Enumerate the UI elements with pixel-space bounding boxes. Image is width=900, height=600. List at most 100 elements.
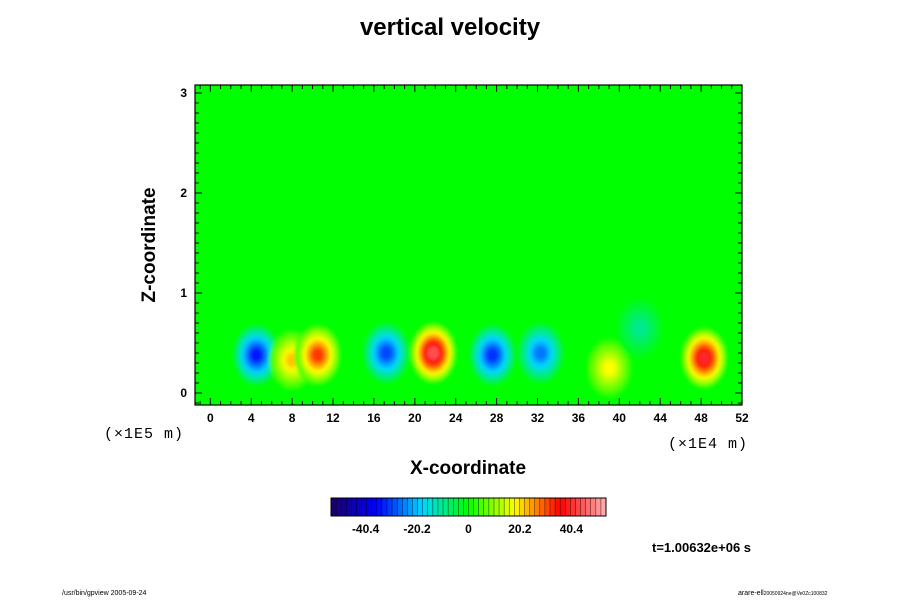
x-tick-label: 16 <box>367 411 381 425</box>
colorbar-swatch <box>509 498 515 516</box>
x-tick-label: 28 <box>490 411 504 425</box>
heatmap-cell <box>311 348 324 362</box>
time-label: t=1.00632e+06 s <box>652 540 752 555</box>
x-tick-label: 40 <box>613 411 627 425</box>
heatmap-cell <box>603 361 615 375</box>
heatmap-field <box>195 85 742 405</box>
colorbar-swatch <box>504 498 510 516</box>
x-tick-label: 12 <box>326 411 340 425</box>
colorbar-swatch <box>514 498 520 516</box>
colorbar-swatch <box>544 498 551 516</box>
colorbar-swatch <box>473 498 479 516</box>
colorbar-tick-label: -40.4 <box>352 522 380 536</box>
x-axis-multiplier: (×1E4 m) <box>668 436 749 453</box>
x-tick-label: 48 <box>694 411 708 425</box>
colorbar-swatch <box>336 498 342 516</box>
colorbar-swatch <box>448 498 454 516</box>
y-tick-label: 1 <box>180 286 187 300</box>
x-tick-label: 4 <box>248 411 255 425</box>
heatmap-cell <box>633 321 646 335</box>
heatmap-cells <box>233 298 728 398</box>
colorbar-swatch <box>417 498 423 516</box>
colorbar-swatch <box>427 498 434 516</box>
heatmap-cell <box>427 346 440 360</box>
colorbar-swatch <box>361 498 367 516</box>
colorbar-swatch <box>600 498 607 516</box>
x-tick-label: 24 <box>449 411 463 425</box>
colorbar-swatch <box>331 498 337 516</box>
colorbar-swatch <box>519 498 525 516</box>
colorbar-swatch <box>570 498 576 516</box>
colorbar: -40.4 -20.2 0 20.2 40.4 <box>330 497 607 536</box>
colorbar-swatch <box>575 498 581 516</box>
footer-file-sub: 20050924ne@Ve0Zc100832 <box>763 591 828 597</box>
footer-program: /usr/bin/gpview 2005-09-24 <box>62 590 147 597</box>
colorbar-swatch <box>555 498 561 516</box>
colorbar-tick-label: 20.2 <box>508 522 532 536</box>
y-tick-label: 3 <box>180 86 187 100</box>
colorbar-swatch <box>493 498 500 516</box>
colorbar-swatch <box>539 498 546 516</box>
colorbar-swatch <box>499 498 505 516</box>
colorbar-swatch <box>381 498 388 516</box>
x-tick-label: 20 <box>408 411 422 425</box>
colorbar-frame <box>330 497 607 517</box>
footer-file: arare-ell20050924ne@Ve0Zc100832 <box>738 590 827 597</box>
colorbar-swatch <box>453 498 459 516</box>
x-tick-label: 36 <box>572 411 586 425</box>
colorbar-tick-label: -20.2 <box>403 522 431 536</box>
x-tick-label: 0 <box>207 411 214 425</box>
colorbar-swatch <box>478 498 485 516</box>
colorbar-swatch <box>402 498 408 516</box>
colorbar-swatch <box>463 498 469 516</box>
y-tick-label: 2 <box>180 186 187 200</box>
x-tick-label: 44 <box>654 411 668 425</box>
heatmap-cell <box>534 346 547 360</box>
colorbar-swatch <box>534 498 541 516</box>
colorbar-swatch <box>397 498 403 516</box>
x-axis-label: X-coordinate <box>409 458 527 479</box>
x-tick-label: 52 <box>735 411 749 425</box>
colorbar-swatch <box>580 498 586 516</box>
y-axis-multiplier: (×1E5 m) <box>104 426 185 443</box>
plot-frame <box>194 84 743 406</box>
colorbar-swatch <box>341 498 347 516</box>
colorbar-swatch <box>346 498 352 516</box>
colorbar-swatch <box>549 498 556 516</box>
heatmap-cell <box>486 348 499 362</box>
colorbar-swatch <box>595 498 602 516</box>
colorbar-swatch <box>356 498 362 516</box>
colorbar-tick-label: 40.4 <box>560 522 584 536</box>
colorbar-swatch <box>422 498 429 516</box>
y-tick-label: 0 <box>180 386 187 400</box>
colorbar-swatch <box>351 498 357 516</box>
colorbar-tick-label: 0 <box>465 522 472 536</box>
heatmap-cell <box>698 351 711 365</box>
colorbar-swatch <box>458 498 464 516</box>
colorbar-swatch <box>488 498 495 516</box>
colorbar-swatch <box>585 498 592 516</box>
colorbar-swatch <box>387 498 393 516</box>
colorbar-swatch <box>590 498 597 516</box>
colorbar-swatch <box>529 498 536 516</box>
colorbar-swatch <box>371 498 378 516</box>
colorbar-swatch <box>524 498 530 516</box>
heatmap-cell <box>250 348 263 362</box>
colorbar-swatch <box>560 498 566 516</box>
footer-file-main: arare-ell <box>738 590 764 597</box>
colorbar-swatch <box>565 498 571 516</box>
heatmap-cell <box>380 346 393 360</box>
colorbar-swatch <box>376 498 383 516</box>
x-tick-label: 8 <box>289 411 296 425</box>
colorbar-swatch <box>437 498 444 516</box>
colorbar-swatch <box>468 498 474 516</box>
colorbar-swatch <box>366 498 373 516</box>
x-tick-label: 32 <box>531 411 545 425</box>
colorbar-swatch <box>392 498 398 516</box>
chart-title: vertical velocity <box>359 14 541 41</box>
colorbar-swatch <box>443 498 449 516</box>
colorbar-swatch <box>483 498 490 516</box>
